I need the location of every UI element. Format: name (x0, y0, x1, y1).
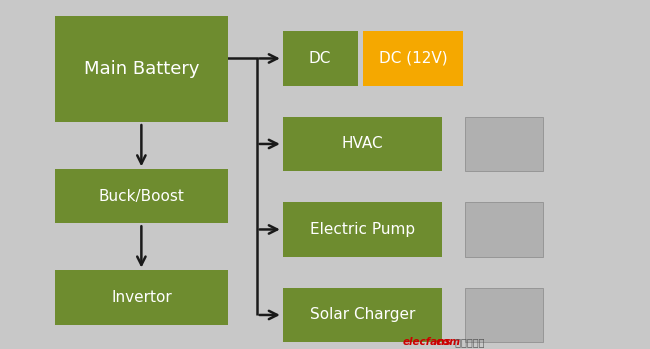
FancyBboxPatch shape (465, 117, 543, 171)
FancyBboxPatch shape (363, 31, 463, 86)
FancyBboxPatch shape (283, 288, 442, 342)
FancyBboxPatch shape (283, 117, 442, 171)
Text: DC (12V): DC (12V) (379, 51, 447, 66)
FancyBboxPatch shape (465, 202, 543, 257)
Text: Main Battery: Main Battery (84, 60, 199, 78)
Text: Electric Pump: Electric Pump (310, 222, 415, 237)
Text: elecfans: elecfans (403, 337, 452, 347)
FancyBboxPatch shape (55, 16, 227, 122)
Text: DC: DC (309, 51, 332, 66)
Text: 电子发烧友: 电子发烧友 (452, 337, 484, 347)
FancyBboxPatch shape (55, 169, 227, 223)
FancyBboxPatch shape (55, 270, 227, 325)
Text: Invertor: Invertor (111, 290, 172, 305)
Text: Buck/Boost: Buck/Boost (98, 189, 185, 204)
Text: .com: .com (432, 337, 460, 347)
Text: HVAC: HVAC (341, 136, 383, 151)
FancyBboxPatch shape (283, 31, 358, 86)
FancyBboxPatch shape (283, 202, 442, 257)
Text: Solar Charger: Solar Charger (309, 307, 415, 322)
FancyBboxPatch shape (465, 288, 543, 342)
